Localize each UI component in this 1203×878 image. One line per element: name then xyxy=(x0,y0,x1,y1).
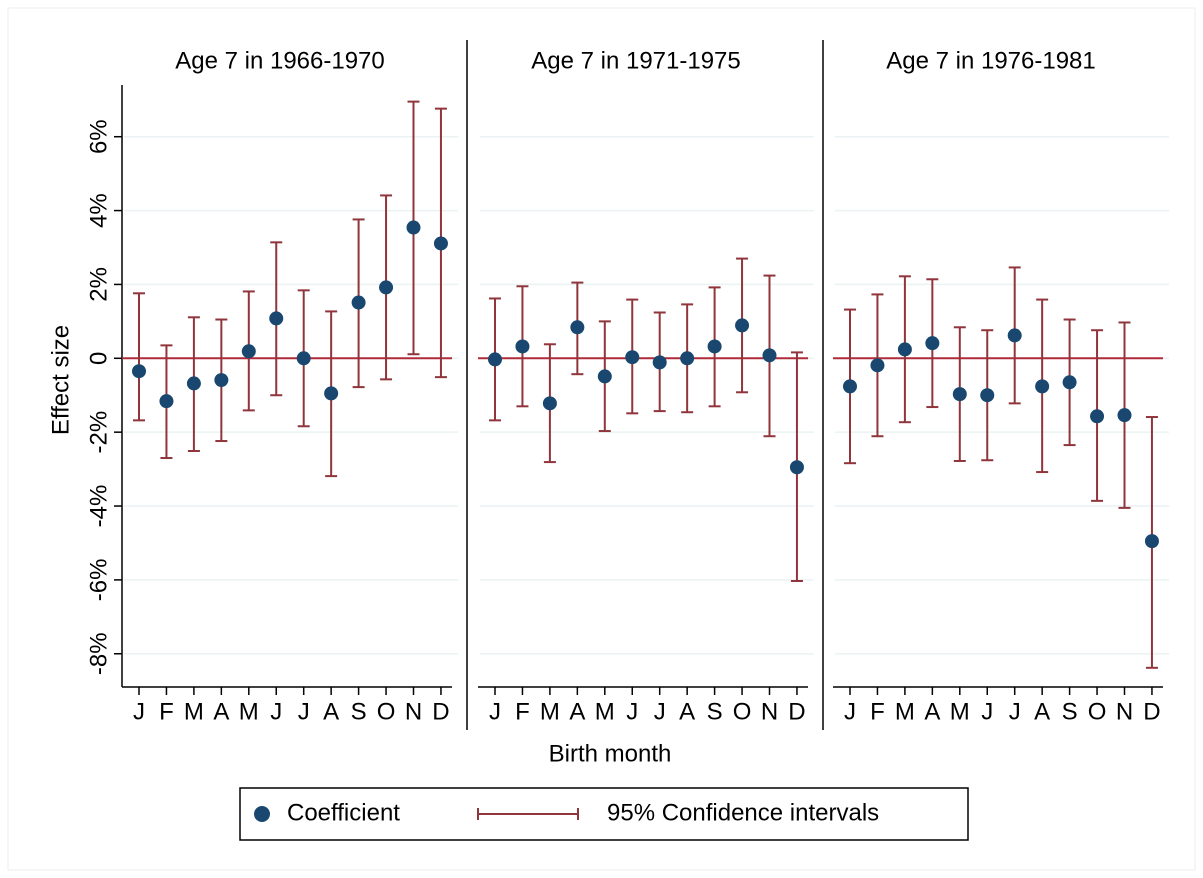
x-tick-label: J xyxy=(133,698,145,725)
x-tick-label: A xyxy=(213,698,229,725)
coefficient-dot xyxy=(735,318,750,333)
coefficient-dot xyxy=(1062,375,1077,390)
coefficient-dot xyxy=(159,394,174,409)
x-tick-label: M xyxy=(540,698,560,725)
coefficient-dot xyxy=(406,220,421,235)
x-tick-label: N xyxy=(405,698,422,725)
coefficient-dot xyxy=(269,311,284,326)
x-tick-label: S xyxy=(707,698,723,725)
x-tick-label: J xyxy=(654,698,666,725)
coefficient-dot xyxy=(488,352,502,367)
coefficient-dot xyxy=(762,348,777,363)
coefficient-dot xyxy=(186,376,201,391)
coefficient-dot xyxy=(570,320,585,335)
y-axis-label: Effect size xyxy=(47,325,74,435)
coefficient-dot xyxy=(324,386,339,401)
x-tick-label: M xyxy=(595,698,615,725)
x-tick-label: J xyxy=(298,698,310,725)
legend-marker xyxy=(254,806,270,822)
x-tick-label: F xyxy=(159,698,174,725)
y-tick-label: 2% xyxy=(85,267,112,302)
coefficient-dot xyxy=(1144,534,1159,549)
x-tick-label: M xyxy=(950,698,970,725)
x-tick-label: J xyxy=(626,698,638,725)
x-tick-label: D xyxy=(788,698,805,725)
coefficient-dot xyxy=(1035,379,1050,394)
x-tick-label: M xyxy=(184,698,204,725)
y-tick-label: 4% xyxy=(85,193,112,228)
x-tick-label: J xyxy=(489,698,501,725)
x-tick-label: J xyxy=(270,698,282,725)
y-tick-label: -4% xyxy=(85,485,112,528)
x-tick-label: F xyxy=(515,698,530,725)
y-tick-label: -2% xyxy=(85,411,112,454)
x-tick-label: D xyxy=(1143,698,1160,725)
x-tick-label: F xyxy=(870,698,885,725)
x-tick-label: S xyxy=(1062,698,1078,725)
x-tick-label: J xyxy=(844,698,856,725)
x-tick-label: O xyxy=(1088,698,1107,725)
y-tick-label: 6% xyxy=(85,119,112,154)
y-tick-label: 0 xyxy=(85,352,112,365)
coefficient-dot xyxy=(1007,328,1022,343)
coefficient-dot xyxy=(1090,409,1105,424)
coefficient-dot xyxy=(542,396,557,411)
coefficient-dot xyxy=(789,460,804,475)
x-tick-label: J xyxy=(1009,698,1021,725)
coefficient-dot xyxy=(351,295,366,310)
x-tick-label: M xyxy=(895,698,915,725)
coefficient-dot xyxy=(652,355,667,370)
coefficient-dot xyxy=(952,387,967,402)
legend-label: Coefficient xyxy=(287,799,400,826)
x-tick-label: D xyxy=(432,698,449,725)
x-tick-label: A xyxy=(679,698,695,725)
panel-title: Age 7 in 1966-1970 xyxy=(175,47,385,74)
x-tick-label: N xyxy=(1116,698,1133,725)
x-tick-label: A xyxy=(569,698,585,725)
x-tick-label: O xyxy=(733,698,752,725)
legend-box xyxy=(239,787,969,841)
coefficient-dot xyxy=(214,373,229,388)
coefficient-dot xyxy=(707,339,722,354)
x-axis-label: Birth month xyxy=(549,740,672,767)
coefficient-dot xyxy=(925,336,940,351)
coefficient-dot xyxy=(433,236,448,251)
coefficient-dot xyxy=(980,388,995,403)
coefficient-dot xyxy=(515,339,530,354)
coefficient-dot xyxy=(241,344,256,359)
x-tick-label: O xyxy=(377,698,396,725)
x-tick-label: M xyxy=(239,698,259,725)
coefficient-dot xyxy=(680,351,695,366)
coefficient-dot xyxy=(870,358,885,373)
legend-label: 95% Confidence intervals xyxy=(607,799,879,826)
y-tick-label: -8% xyxy=(85,632,112,675)
coefficient-dot xyxy=(625,350,640,365)
x-tick-label: A xyxy=(1034,698,1050,725)
coefficient-dot xyxy=(1117,408,1132,423)
y-tick-label: -6% xyxy=(85,559,112,602)
x-tick-label: A xyxy=(323,698,339,725)
coefficient-dot xyxy=(296,351,311,366)
frame xyxy=(7,7,1196,871)
coefficient-dot xyxy=(897,342,912,357)
coefficient-dot xyxy=(379,280,394,295)
coefficient-dot xyxy=(132,364,146,379)
panel-title: Age 7 in 1976-1981 xyxy=(886,47,1096,74)
panel-title: Age 7 in 1971-1975 xyxy=(531,47,741,74)
coefficient-dot xyxy=(597,369,612,384)
x-tick-label: S xyxy=(351,698,367,725)
x-tick-label: J xyxy=(981,698,993,725)
x-tick-label: A xyxy=(924,698,940,725)
coefficient-dot xyxy=(843,379,857,394)
x-tick-label: N xyxy=(761,698,778,725)
